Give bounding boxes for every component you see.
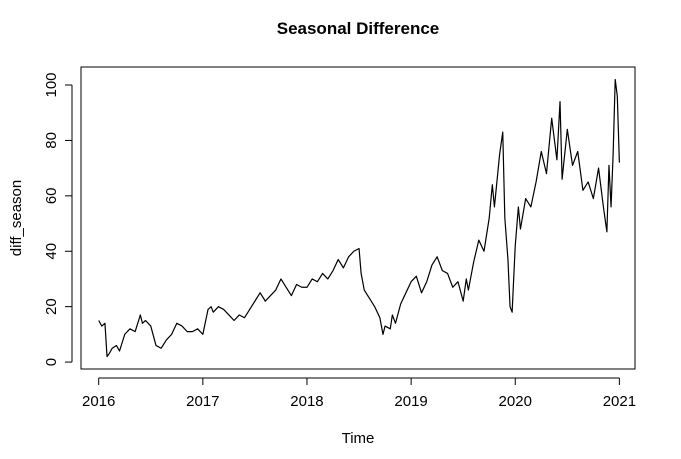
y-tick-label: 40 xyxy=(43,243,60,260)
x-tick-label: 2018 xyxy=(290,393,323,410)
y-axis: 0 20 40 60 80 100 xyxy=(43,72,73,366)
x-tick-label: 2016 xyxy=(82,393,115,410)
x-tick-label: 2021 xyxy=(603,393,636,410)
x-tick-label: 2020 xyxy=(499,393,532,410)
y-tick-label: 60 xyxy=(43,187,60,204)
x-tick-label: 2019 xyxy=(394,393,427,410)
y-tick-label: 0 xyxy=(43,358,60,366)
y-axis-label: diff_season xyxy=(8,180,25,256)
y-tick-label: 80 xyxy=(43,132,60,149)
series-line xyxy=(98,78,620,358)
y-tick-label: 100 xyxy=(43,72,60,97)
x-axis-label: Time xyxy=(342,430,375,447)
chart-title: Seasonal Difference xyxy=(277,19,440,38)
plot-frame xyxy=(80,66,636,370)
x-tick-label: 2017 xyxy=(186,393,219,410)
y-tick-label: 20 xyxy=(43,298,60,315)
x-axis: 2016 2017 2018 2019 2020 2021 xyxy=(82,377,636,410)
